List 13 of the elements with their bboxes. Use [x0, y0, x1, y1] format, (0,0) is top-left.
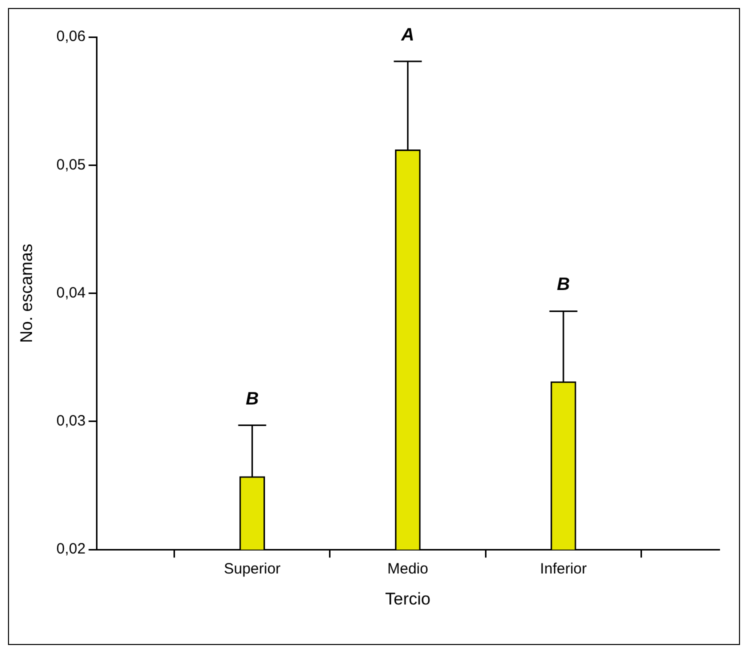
- annotation: B: [246, 388, 259, 408]
- y-tick-label: 0,06: [56, 28, 86, 46]
- x-tick-label: Superior: [224, 560, 281, 578]
- y-tick-label: 0,03: [56, 412, 86, 430]
- y-tick-label: 0,05: [56, 156, 86, 174]
- x-tick-label: Inferior: [540, 560, 587, 578]
- annotation: A: [400, 24, 414, 44]
- annotation: B: [556, 274, 570, 294]
- y-tick-label: 0,02: [56, 540, 86, 558]
- y-axis-title: No. escamas: [16, 244, 36, 343]
- y-tick-label: 0,04: [56, 284, 86, 302]
- x-axis-title: Tercio: [385, 589, 430, 608]
- x-tick-label: Medio: [387, 560, 428, 578]
